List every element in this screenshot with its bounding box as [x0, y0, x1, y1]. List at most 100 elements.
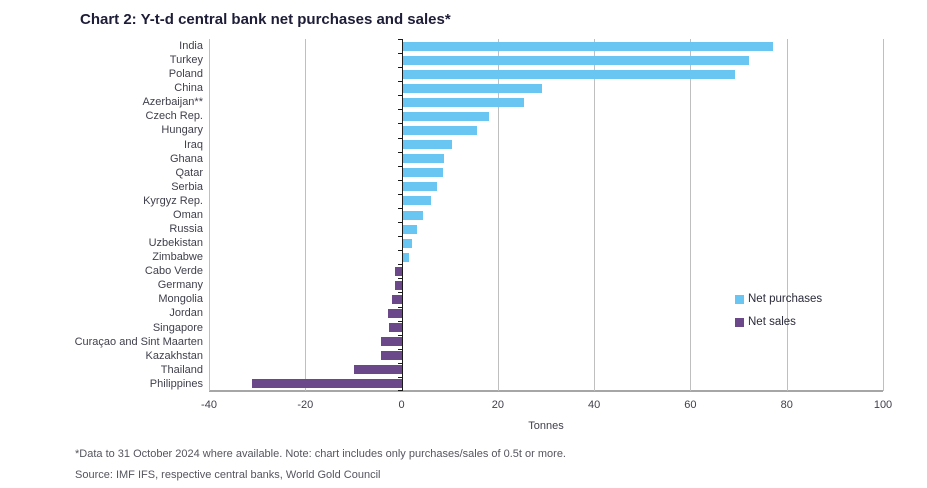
legend-swatch-net-purchases [735, 294, 744, 304]
legend-item-net-sales: Net sales [735, 316, 822, 328]
plot-area [209, 39, 884, 392]
bar-singapore [388, 323, 402, 333]
gridline-80 [786, 39, 788, 391]
bar-kyrgyz-rep [402, 196, 431, 206]
category-tick [397, 390, 402, 391]
x-tick-label-20: 20 [491, 399, 504, 411]
bar-azerbaijan [402, 97, 524, 107]
bar-thailand [353, 365, 402, 375]
category-tick [397, 179, 402, 181]
bar-serbia [402, 182, 438, 192]
category-label-russia: Russia [169, 223, 203, 236]
category-axis-labels: India Turkey Poland China Azerbaijan** Czech … [0, 39, 203, 391]
category-label-cabo-verde: Cabo Verde [144, 265, 203, 278]
category-label-ghana: Ghana [169, 152, 203, 165]
x-tick-label-60: 60 [684, 399, 697, 411]
x-tick-label-0: 0 [398, 399, 405, 411]
category-tick [397, 320, 402, 322]
category-tick [397, 362, 402, 364]
category-tick [397, 193, 402, 195]
x-tick-label-100: 100 [873, 399, 893, 411]
category-label-cura-ao-and-sint-maarten: Curaçao and Sint Maarten [74, 335, 203, 348]
bar-ghana [402, 154, 445, 164]
category-tick [397, 306, 402, 308]
category-tick [397, 95, 402, 97]
bar-jordan [387, 309, 402, 319]
category-tick [397, 39, 402, 40]
bar-hungary [402, 126, 478, 136]
footnote: *Data to 31 October 2024 where available… [75, 448, 566, 460]
category-tick [397, 264, 402, 266]
category-label-czech-rep: Czech Rep. [145, 110, 203, 123]
category-tick [397, 53, 402, 55]
category-tick [397, 67, 402, 69]
category-tick [397, 222, 402, 224]
category-tick [397, 348, 402, 350]
bar-germany [394, 280, 402, 290]
category-label-kazakhstan: Kazakhstan [145, 349, 203, 362]
gridline--40 [209, 39, 210, 391]
category-label-poland: Poland [168, 68, 203, 81]
bar-russia [402, 224, 418, 234]
bar-cabo-verde [395, 266, 402, 276]
category-tick [397, 236, 402, 238]
category-label-mongolia: Mongolia [158, 293, 203, 306]
legend: Net purchases Net sales [735, 293, 822, 328]
category-label-qatar: Qatar [175, 166, 203, 179]
category-label-uzbekistan: Uzbekistan [148, 237, 203, 250]
category-tick [397, 109, 402, 111]
category-tick [397, 250, 402, 252]
x-tick-label-40: 40 [588, 399, 601, 411]
source-note: Source: IMF IFS, respective central bank… [75, 469, 381, 481]
category-tick [397, 137, 402, 139]
x-axis-title: Tonnes [528, 420, 564, 432]
gridline--20 [305, 39, 307, 391]
x-tick-label-80: 80 [780, 399, 793, 411]
x-tick-label--20: -20 [297, 399, 314, 411]
legend-swatch-net-sales [735, 317, 744, 327]
category-label-hungary: Hungary [161, 124, 203, 137]
category-label-jordan: Jordan [169, 307, 203, 320]
bar-kazakhstan [380, 351, 402, 361]
category-label-thailand: Thailand [160, 363, 203, 376]
category-label-singapore: Singapore [152, 321, 203, 334]
legend-label-net-purchases: Net purchases [748, 293, 823, 305]
category-label-philippines: Philippines [149, 377, 203, 390]
x-tick-label--40: -40 [201, 399, 217, 411]
bar-czech-rep [402, 111, 490, 121]
bar-india [402, 41, 774, 51]
bar-china [402, 83, 543, 93]
category-label-azerbaijan: Azerbaijan** [142, 96, 203, 109]
gridline-60 [690, 39, 692, 391]
category-label-turkey: Turkey [169, 54, 203, 67]
category-tick [397, 334, 402, 336]
category-tick [397, 278, 402, 280]
zero-axis-line [401, 39, 403, 391]
legend-label-net-sales: Net sales [748, 316, 796, 328]
bar-qatar [402, 168, 444, 178]
gridline-100 [883, 39, 884, 391]
category-label-iraq: Iraq [184, 138, 203, 151]
bar-mongolia [392, 294, 402, 304]
bar-cura-ao-and-sint-maarten [381, 337, 402, 347]
gridline-40 [594, 39, 596, 391]
bar-zimbabwe [402, 252, 409, 262]
bar-turkey [402, 55, 750, 65]
category-label-germany: Germany [157, 279, 203, 292]
x-axis-line [209, 390, 883, 392]
legend-item-net-purchases: Net purchases [735, 293, 822, 305]
bar-poland [402, 69, 735, 79]
category-tick [397, 165, 402, 167]
bar-philippines [252, 379, 402, 389]
category-tick [397, 123, 402, 125]
category-tick [397, 151, 402, 153]
chart-title: Chart 2: Y-t-d central bank net purchase… [80, 11, 451, 28]
category-tick [397, 376, 402, 378]
category-label-kyrgyz-rep: Kyrgyz Rep. [143, 194, 203, 207]
category-label-india: India [179, 40, 203, 52]
category-tick [397, 207, 402, 209]
category-tick [397, 292, 402, 294]
category-label-oman: Oman [173, 208, 203, 221]
bar-uzbekistan [402, 238, 412, 248]
bar-oman [402, 210, 424, 220]
